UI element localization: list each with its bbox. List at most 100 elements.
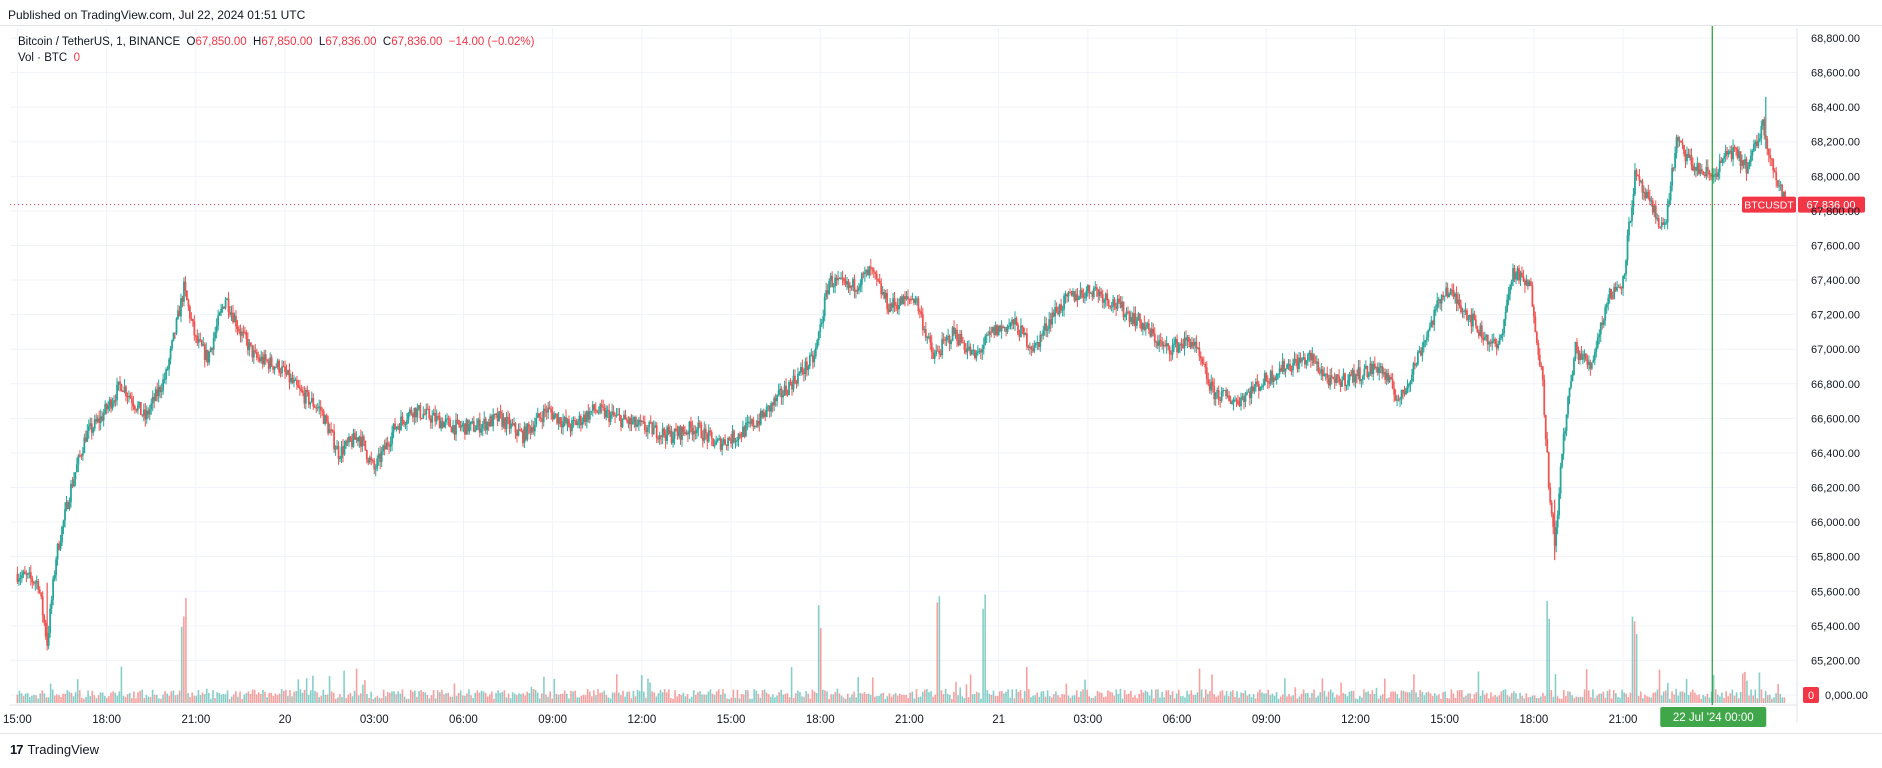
candle-body — [970, 350, 973, 355]
volume-bar — [911, 691, 914, 703]
candle-body — [1024, 333, 1027, 336]
legend-symbol: Bitcoin / TetherUS, 1, BINANCE — [18, 36, 181, 48]
candle-body — [517, 429, 520, 436]
candle-body — [81, 452, 84, 456]
candle-body — [703, 428, 706, 441]
volume-bar — [324, 694, 327, 703]
candle-body — [420, 418, 423, 420]
candle-body — [233, 315, 236, 323]
candle-body — [770, 403, 773, 412]
volume-bar — [320, 695, 323, 703]
candle-body — [1461, 311, 1464, 313]
candle-body — [128, 395, 130, 397]
candle-body — [1188, 337, 1190, 343]
volume-bar — [243, 694, 246, 703]
volume-bar — [842, 697, 845, 703]
candle-body — [1309, 352, 1312, 361]
volume-bar — [844, 698, 847, 703]
candle-body — [1268, 382, 1271, 384]
candle-body — [1757, 140, 1760, 147]
candle-body — [1415, 364, 1418, 366]
candle-body — [1651, 200, 1654, 213]
candle-body — [898, 305, 900, 310]
candle-body — [510, 423, 512, 429]
volume-bar — [1696, 695, 1698, 703]
candle-body — [1364, 365, 1367, 369]
candle-body — [142, 409, 145, 416]
candle-body — [249, 342, 252, 345]
candle-body — [514, 423, 517, 433]
price-tick-label: 66,400.00 — [1811, 448, 1860, 460]
candle-body — [251, 344, 254, 358]
volume-bar — [1338, 695, 1340, 703]
volume-bar — [684, 696, 687, 703]
volume-bar — [364, 680, 366, 703]
volume-bar — [588, 691, 591, 703]
candle-body — [1092, 288, 1095, 297]
volume-bar — [888, 693, 891, 703]
legend-open: 67,850.00 — [195, 36, 247, 48]
volume-bar — [424, 692, 427, 703]
volume-bar — [289, 690, 291, 703]
candle-body — [1761, 119, 1764, 126]
volume-bar — [376, 696, 379, 703]
candle-body — [527, 423, 530, 427]
candle-body — [299, 387, 301, 390]
candle-body — [1342, 373, 1345, 380]
volume-bar — [162, 694, 164, 703]
candle-body — [933, 354, 936, 359]
candle-body — [1436, 300, 1439, 310]
time-tick-label: 15:00 — [1430, 714, 1459, 726]
volume-bar — [838, 693, 841, 703]
candle-body — [1359, 367, 1361, 382]
candle-body — [160, 390, 163, 393]
volume-bar — [1267, 689, 1270, 703]
candle-body — [490, 416, 493, 427]
volume-bar — [590, 696, 593, 703]
candle-body — [722, 439, 725, 444]
volume-bar — [1367, 691, 1369, 703]
candle-body — [877, 278, 880, 281]
candle-body — [918, 310, 921, 312]
candle-body — [1754, 141, 1757, 145]
candle-body — [296, 379, 298, 386]
candle-body — [887, 309, 890, 312]
candle-body — [1555, 527, 1558, 546]
volume-bar — [318, 697, 320, 703]
volume-bar — [106, 697, 108, 703]
candle-body — [657, 438, 660, 440]
candle-body — [889, 303, 892, 312]
volume-bar — [305, 678, 308, 703]
candle-body — [737, 433, 740, 441]
symbol-tag — [1742, 196, 1796, 213]
volume-bar — [817, 605, 820, 703]
volume-bar — [1048, 696, 1051, 703]
candle-body — [1576, 341, 1578, 351]
volume-bar — [1427, 691, 1430, 703]
volume-bar — [732, 689, 735, 703]
candle-body — [1155, 341, 1158, 343]
candle-body — [1547, 452, 1550, 488]
volume-bar — [1363, 689, 1365, 703]
volume-bar — [1650, 697, 1653, 703]
volume-bar — [47, 697, 50, 703]
volume-bar — [1254, 698, 1257, 703]
volume-bar — [828, 698, 830, 703]
tradingview-brand[interactable]: 17 TradingView — [10, 742, 99, 757]
candle-body — [1489, 342, 1492, 344]
candle-body — [813, 356, 816, 363]
candle-body — [322, 411, 325, 424]
volume-bar — [1015, 689, 1018, 703]
candle-body — [183, 281, 185, 302]
candle-body — [1724, 150, 1727, 157]
volume-bar — [226, 690, 229, 703]
candle-body — [1240, 397, 1242, 407]
candle-body — [1720, 160, 1723, 163]
candle-body — [1549, 487, 1552, 503]
volume-bar — [801, 696, 803, 703]
candle-body — [287, 369, 289, 375]
candle-body — [1775, 171, 1778, 181]
candle-body — [762, 412, 765, 417]
candle-body — [1290, 370, 1293, 372]
